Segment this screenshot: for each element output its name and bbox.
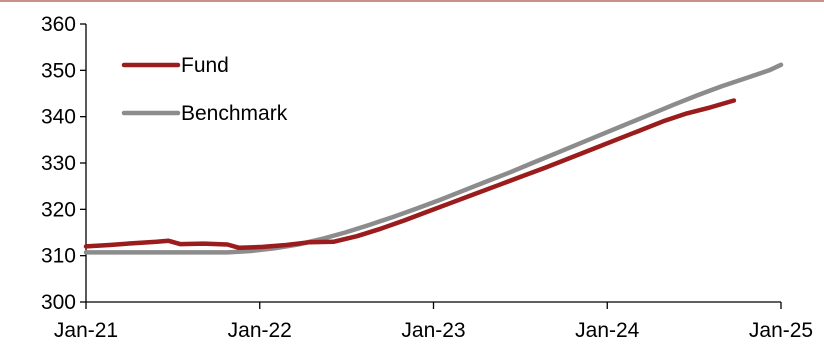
axes bbox=[80, 23, 782, 309]
y-tick-label: 330 bbox=[41, 152, 76, 175]
y-tick-label: 320 bbox=[41, 198, 76, 221]
series-line-benchmark bbox=[83, 62, 784, 255]
y-tick-labels: 300 310 320 330 340 350 360 bbox=[41, 13, 76, 314]
top-rule bbox=[0, 0, 824, 2]
legend-label-benchmark: Benchmark bbox=[181, 102, 288, 125]
y-tick-label: 310 bbox=[41, 245, 76, 268]
series-line-fund bbox=[83, 98, 737, 251]
y-tick-label: 350 bbox=[41, 59, 76, 82]
x-tick-labels: Jan-21 Jan-22 Jan-23 Jan-24 Jan-25 bbox=[54, 319, 813, 342]
series-lines bbox=[83, 62, 784, 255]
x-tick-label: Jan-22 bbox=[228, 319, 292, 342]
legend-label-fund: Fund bbox=[181, 54, 229, 77]
y-tick-label: 360 bbox=[41, 13, 76, 36]
x-tick-label: Jan-24 bbox=[575, 319, 640, 342]
legend: Fund Benchmark bbox=[121, 54, 288, 125]
x-tick-label: Jan-23 bbox=[401, 319, 465, 342]
x-tick-label: Jan-25 bbox=[749, 319, 813, 342]
x-tick-label: Jan-21 bbox=[54, 319, 118, 342]
y-tick-label: 300 bbox=[41, 291, 76, 314]
y-tick-label: 340 bbox=[41, 106, 76, 129]
